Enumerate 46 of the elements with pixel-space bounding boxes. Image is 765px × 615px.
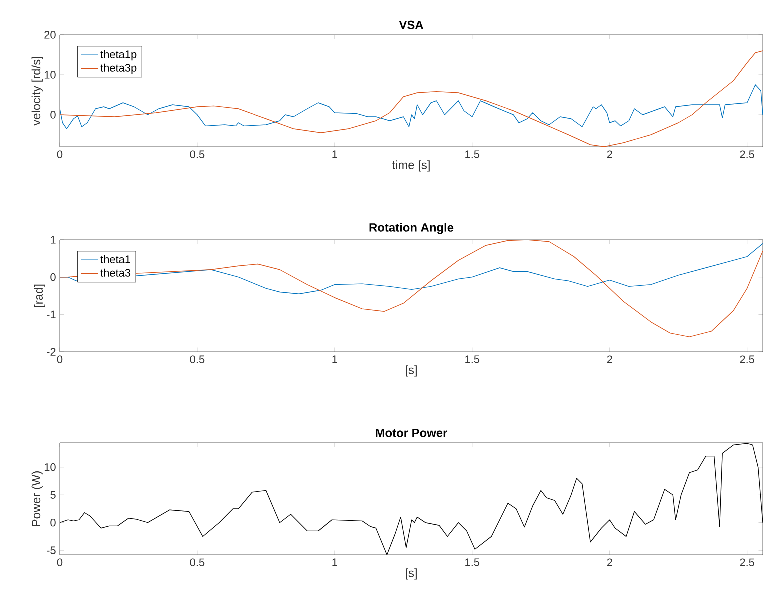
x-tick-label: 2 <box>607 356 612 364</box>
y-tick-label: 1 <box>51 236 56 244</box>
x-tick-label: 0.5 <box>190 356 205 364</box>
line-series <box>60 443 764 556</box>
x-tick-label: 1 <box>332 356 338 364</box>
x-tick-label: 1.5 <box>466 150 480 158</box>
legend-label: theta3p <box>100 64 137 74</box>
x-axis-title: time [s] <box>392 160 430 172</box>
y-tick-label: 5 <box>50 491 56 499</box>
chart-title: Rotation Angle <box>370 223 454 234</box>
y-tick-label: -1 <box>47 310 56 318</box>
y-tick-label: 0 <box>50 273 56 282</box>
x-tick-label: 2.5 <box>740 150 754 158</box>
line-series <box>60 240 764 338</box>
x-tick-label: 1 <box>332 150 338 158</box>
x-tick-label: 2 <box>607 150 612 158</box>
x-axis-title: [s] <box>406 568 417 580</box>
x-axis-title: [s] <box>406 366 417 377</box>
x-tick-label: 0.5 <box>190 150 205 158</box>
x-tick-label: 2 <box>607 558 612 566</box>
y-tick-label: -2 <box>47 348 56 356</box>
chart-title: VSA <box>399 20 424 30</box>
x-tick-label: 0.5 <box>190 558 205 566</box>
y-tick-label: 10 <box>44 71 56 79</box>
y-axis-title: Power (W) <box>32 472 43 526</box>
y-tick-label: 0 <box>50 111 56 119</box>
chart-title: Motor Power <box>376 429 448 438</box>
line-series <box>60 84 764 130</box>
line-series <box>60 50 764 148</box>
y-tick-label: 10 <box>44 464 56 472</box>
x-tick-label: 1.5 <box>466 558 480 566</box>
legend-label: theta1p <box>100 50 137 61</box>
y-axis-title: [rad] <box>34 284 46 308</box>
x-tick-label: 0 <box>57 356 63 364</box>
x-tick-label: 2.5 <box>740 558 754 566</box>
y-tick-label: -5 <box>47 546 56 554</box>
x-tick-label: 2.5 <box>740 356 754 364</box>
legend-label: theta1 <box>100 255 130 264</box>
y-tick-label: 20 <box>44 31 56 39</box>
legend-label: theta3 <box>100 268 131 277</box>
x-tick-label: 1.5 <box>466 356 480 364</box>
y-axis-title: velocity [rd/s] <box>32 56 43 126</box>
y-tick-label: 0 <box>50 518 56 527</box>
x-tick-label: 0 <box>57 558 63 566</box>
x-tick-label: 0 <box>57 150 63 158</box>
x-tick-label: 1 <box>332 558 338 566</box>
